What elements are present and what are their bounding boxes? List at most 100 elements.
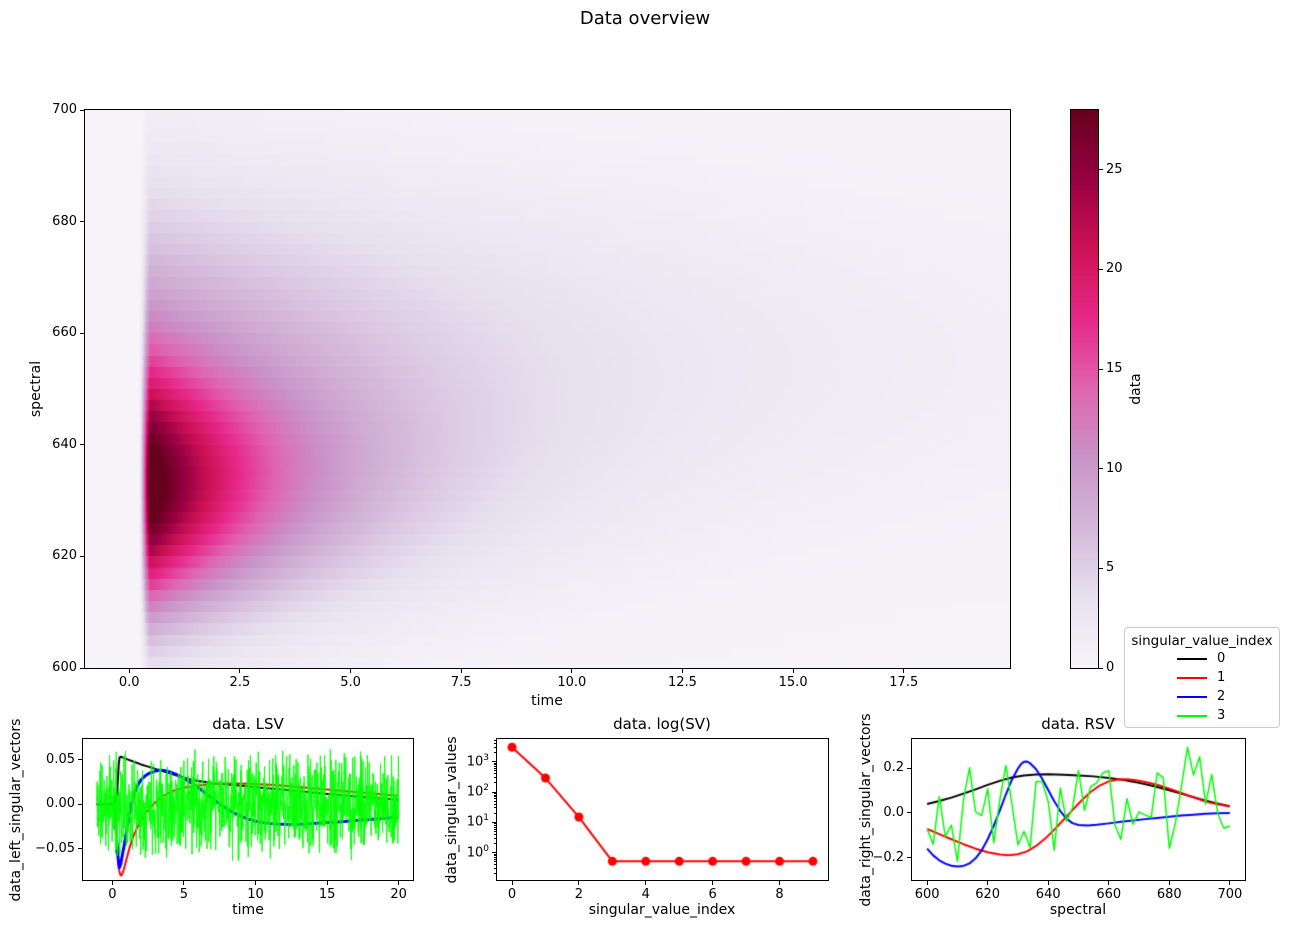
x-tick-label: 8 (775, 887, 784, 902)
x-tick-label: 5.0 (340, 675, 361, 690)
x-tick (645, 881, 647, 885)
x-tick-label: 700 (1217, 887, 1243, 902)
x-tick-label: 600 (914, 887, 940, 902)
y-minor-tick (494, 792, 496, 794)
y-minor-tick (494, 798, 496, 800)
x-tick-label: 20 (390, 887, 407, 902)
y-minor-tick (494, 856, 496, 858)
colorbar-canvas (1071, 110, 1098, 668)
y-minor-tick (494, 861, 496, 863)
y-tick-label: 101 (466, 813, 489, 830)
x-tick (681, 669, 683, 673)
y-tick-label: −0.05 (35, 840, 75, 856)
x-tick-label: 5 (179, 887, 189, 902)
rsv-title: data. RSV (1041, 715, 1115, 733)
x-tick-label: 15.0 (778, 675, 808, 690)
y-minor-tick (494, 868, 496, 870)
y-minor-tick (494, 782, 496, 784)
lsv-canvas (83, 739, 413, 880)
colorbar-tick-label: 25 (1106, 161, 1123, 177)
legend-item-label: 1 (1217, 670, 1226, 685)
y-tick-label: 103 (466, 752, 489, 770)
y-minor-tick (494, 828, 496, 830)
y-minor-tick (494, 796, 496, 798)
x-tick (1047, 881, 1049, 885)
heatmap-xlabel: time (531, 693, 563, 709)
axes-frame (496, 738, 829, 881)
y-minor-tick (494, 853, 496, 855)
y-minor-tick (494, 833, 496, 835)
y-minor-tick (494, 740, 496, 742)
y-tick (78, 803, 82, 805)
x-tick (926, 881, 928, 885)
x-tick (987, 881, 989, 885)
y-minor-tick (494, 864, 496, 866)
legend-item: 2 (1125, 687, 1279, 706)
lsv-title: data. LSV (212, 715, 284, 733)
legend: singular_value_index 0 1 2 3 (1124, 627, 1280, 728)
x-tick (779, 881, 781, 885)
x-tick-label: 6 (708, 887, 717, 902)
y-minor-tick (494, 807, 496, 809)
x-tick (350, 669, 352, 673)
y-tick-label: 100 (466, 843, 489, 861)
colorbar-tick (1099, 268, 1103, 270)
y-minor-tick (494, 831, 496, 832)
x-tick-label: 10 (247, 887, 264, 902)
y-tick-label: 0.0 (883, 804, 904, 820)
sv-xlabel: singular_value_index (588, 902, 736, 918)
rsv-xlabel: spectral (1049, 902, 1107, 918)
legend-title: singular_value_index (1131, 633, 1273, 649)
y-minor-tick (494, 800, 496, 802)
y-minor-tick (494, 843, 496, 845)
y-minor-tick (494, 858, 496, 860)
x-tick (1108, 881, 1110, 885)
y-tick-label: 0.05 (46, 751, 75, 767)
x-tick (1229, 881, 1231, 885)
y-minor-tick (494, 855, 496, 857)
x-tick-label: 7.5 (450, 675, 472, 690)
y-tick-label: 620 (52, 548, 77, 564)
x-tick-label: 15 (318, 887, 336, 902)
x-tick-label: 0 (507, 887, 517, 902)
y-minor-tick (494, 794, 496, 796)
colorbar-tick (1099, 667, 1103, 669)
rsv-canvas (912, 739, 1245, 880)
colorbar-tick-label: 15 (1106, 361, 1123, 377)
x-tick-label: 0.0 (118, 675, 140, 690)
x-tick-label: 620 (975, 887, 1001, 902)
y-tick-label: 680 (52, 213, 77, 229)
x-tick-label: 2 (574, 887, 584, 902)
y-tick (907, 857, 911, 859)
y-minor-tick (494, 762, 496, 764)
legend-item: 0 (1125, 649, 1279, 668)
y-minor-tick (494, 837, 496, 839)
x-tick (111, 881, 113, 885)
y-tick-label: 0.2 (883, 760, 904, 776)
y-tick (80, 221, 84, 223)
x-tick (571, 669, 573, 673)
sv-canvas (497, 739, 828, 880)
x-tick-label: 680 (1156, 887, 1182, 902)
y-tick (492, 852, 496, 854)
legend-line-swatch (1177, 657, 1207, 660)
x-tick (903, 669, 905, 673)
x-tick-label: 4 (641, 887, 650, 902)
x-tick (326, 881, 328, 885)
y-minor-tick (494, 764, 496, 766)
sv-title: data. log(SV) (613, 715, 711, 733)
legend-item: 1 (1125, 668, 1279, 687)
colorbar-tick (1099, 567, 1103, 569)
colorbar-tick-label: 20 (1106, 261, 1123, 277)
y-tick-label: 0.00 (46, 796, 75, 812)
y-tick-label: 660 (52, 325, 77, 341)
x-tick-label: 12.5 (668, 675, 697, 690)
x-tick (239, 669, 241, 673)
heatmap-ylabel: spectral (28, 360, 44, 418)
x-tick (183, 881, 185, 885)
y-minor-tick (494, 742, 496, 744)
y-tick (492, 761, 496, 763)
x-tick-label: 10.0 (557, 675, 587, 690)
legend-line-swatch (1177, 676, 1207, 679)
